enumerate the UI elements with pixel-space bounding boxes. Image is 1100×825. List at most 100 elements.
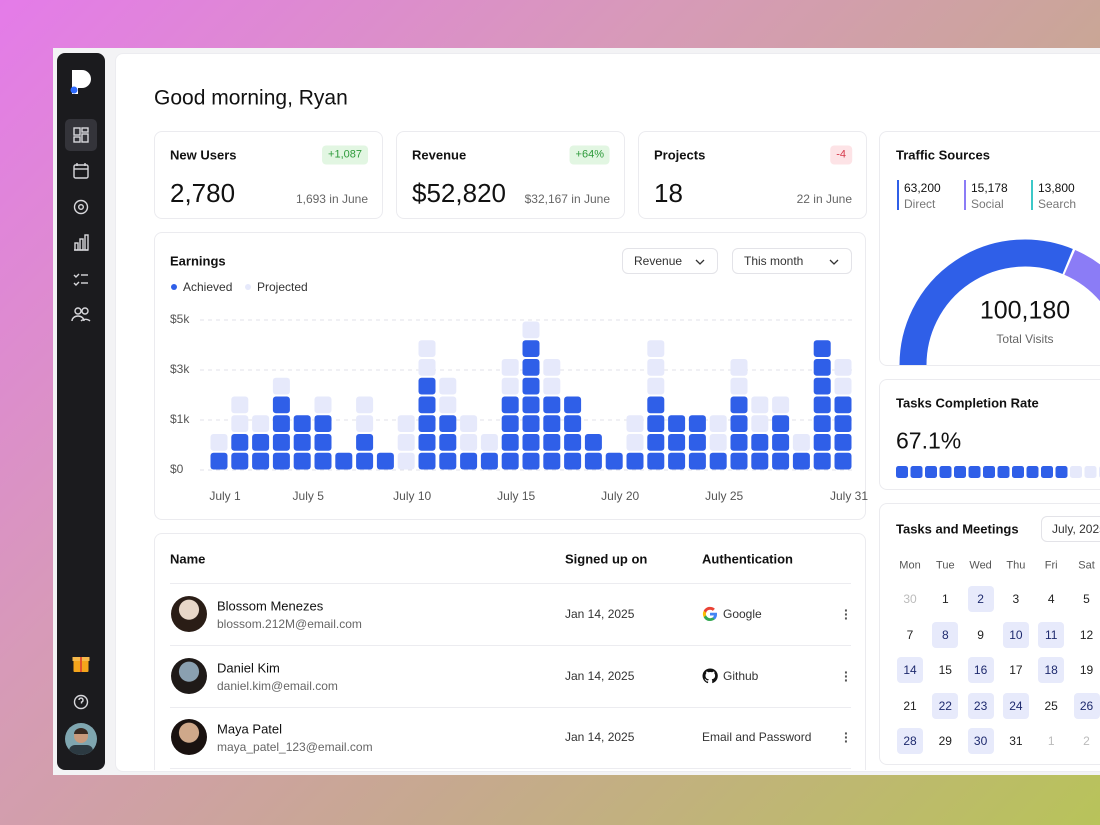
- stat-change: +64%: [569, 145, 610, 165]
- day: 23: [973, 698, 988, 713]
- gift-icon[interactable]: [72, 657, 90, 672]
- day-highlight: [1002, 621, 1029, 648]
- calendar-title: Tasks and Meetings: [896, 521, 1019, 537]
- stat-card: Revenue +64% $52,820 $32,167 in June: [396, 131, 625, 219]
- day: 3: [1012, 592, 1020, 606]
- nav-calendar[interactable]: [73, 163, 89, 179]
- day-highlight: [967, 728, 994, 754]
- weekday: Sat: [1078, 559, 1095, 572]
- day: 2: [1083, 734, 1090, 748]
- nav-analytics[interactable]: [74, 234, 89, 251]
- traffic-title: Traffic Sources: [896, 147, 990, 163]
- signup-date: Jan 14, 2025: [565, 607, 635, 621]
- avatar: [171, 596, 207, 632]
- weekday: Fri: [1044, 559, 1058, 572]
- dropdown-label: This month: [744, 254, 804, 268]
- source-bar: [897, 180, 899, 210]
- month-label: July, 2025: [1052, 522, 1100, 536]
- day: 4: [1047, 592, 1055, 606]
- chevron-path: [829, 259, 839, 265]
- user-name: Blossom Menezes: [217, 598, 324, 614]
- sidebar-bg: [57, 53, 105, 770]
- nav-team[interactable]: [71, 307, 91, 322]
- dropdown-label: Revenue: [634, 254, 683, 268]
- chevron: [695, 259, 705, 265]
- day: 9: [977, 627, 984, 642]
- day: 8: [941, 627, 949, 642]
- month-select[interactable]: July, 2025: [1041, 516, 1100, 542]
- day: 5: [1083, 592, 1090, 606]
- day: 22: [938, 698, 952, 713]
- earnings-title: Earnings: [170, 253, 226, 269]
- earnings-card: Earnings Revenue This month Achieved Projec…: [154, 232, 866, 520]
- completion-card: Tasks Completion Rate 67.1%: [879, 379, 1100, 490]
- stat-label: Revenue: [412, 147, 467, 163]
- sidebar: [57, 53, 105, 770]
- signup-date: Jan 14, 2025: [565, 668, 635, 683]
- auth-method: Google: [723, 607, 762, 621]
- weekday: Tue: [936, 559, 955, 572]
- day-highlight: [1073, 692, 1100, 719]
- logo-dot: [70, 86, 78, 94]
- day: 7: [906, 627, 914, 642]
- legend-swatch: [245, 284, 251, 290]
- source-name: Search: [1038, 197, 1077, 211]
- row-menu[interactable]: · · ·: [844, 725, 849, 750]
- users-table: Name Signed up on Authentication Blossom…: [154, 533, 866, 770]
- user-name: Maya Patel: [217, 721, 283, 737]
- day-highlight: [897, 728, 923, 754]
- day-highlight: [1038, 657, 1065, 683]
- chevron-path: [695, 259, 705, 265]
- stat-label: Projects: [654, 147, 706, 163]
- source-bar: [1031, 180, 1033, 210]
- day-highlight: [967, 692, 994, 719]
- day: 17: [1009, 663, 1023, 677]
- greeting: Good morning, Ryan: [154, 86, 348, 110]
- day: 14: [903, 663, 917, 677]
- day: 29: [938, 734, 952, 748]
- source-value: 63,200: [904, 181, 941, 195]
- stat-previous: $32,167 in June: [524, 192, 610, 206]
- completion-value: 67.1%: [896, 427, 962, 454]
- source-bar: [964, 180, 966, 210]
- day-highlight: [1002, 692, 1029, 719]
- row-menu[interactable]: · · ·: [844, 602, 849, 626]
- day-highlight: [967, 586, 994, 612]
- stat-label: New Users: [170, 147, 237, 163]
- row-divider: [170, 583, 851, 584]
- source-value: 15,178: [971, 181, 1008, 195]
- dropdown[interactable]: Revenue: [622, 248, 718, 274]
- day: 28: [903, 734, 917, 748]
- auth-method: Github: [723, 668, 759, 683]
- dropdown[interactable]: This month: [732, 248, 852, 274]
- nav-dashboard[interactable]: [73, 127, 89, 143]
- nav-tasks[interactable]: [73, 273, 88, 286]
- day: 30: [973, 734, 988, 748]
- source-name: Direct: [904, 197, 936, 211]
- help-icon[interactable]: [73, 694, 89, 710]
- google-icon: [702, 606, 718, 622]
- user-email: blossom.212M@email.com: [217, 617, 362, 631]
- day: 10: [1009, 627, 1023, 642]
- day: 31: [1009, 734, 1023, 748]
- day: 30: [903, 592, 917, 606]
- day-highlight: [932, 692, 959, 719]
- day: 21: [903, 698, 917, 713]
- day: 1: [1047, 734, 1055, 748]
- row-menu[interactable]: · · ·: [844, 663, 849, 688]
- day: 25: [1044, 698, 1058, 713]
- day: 16: [973, 663, 988, 677]
- day: 2: [977, 592, 984, 606]
- user-email: daniel.kim@email.com: [217, 678, 338, 693]
- stat-card: Projects -4 18 22 in June: [638, 131, 867, 219]
- row-divider: [170, 768, 851, 770]
- nav-settings[interactable]: [73, 199, 89, 215]
- user-avatar[interactable]: [65, 723, 97, 757]
- day-highlight: [897, 657, 923, 683]
- day: 19: [1079, 663, 1094, 677]
- source-value: 13,800: [1038, 181, 1075, 195]
- user-email: maya_patel_123@email.com: [217, 740, 373, 755]
- user-name: Daniel Kim: [217, 660, 280, 676]
